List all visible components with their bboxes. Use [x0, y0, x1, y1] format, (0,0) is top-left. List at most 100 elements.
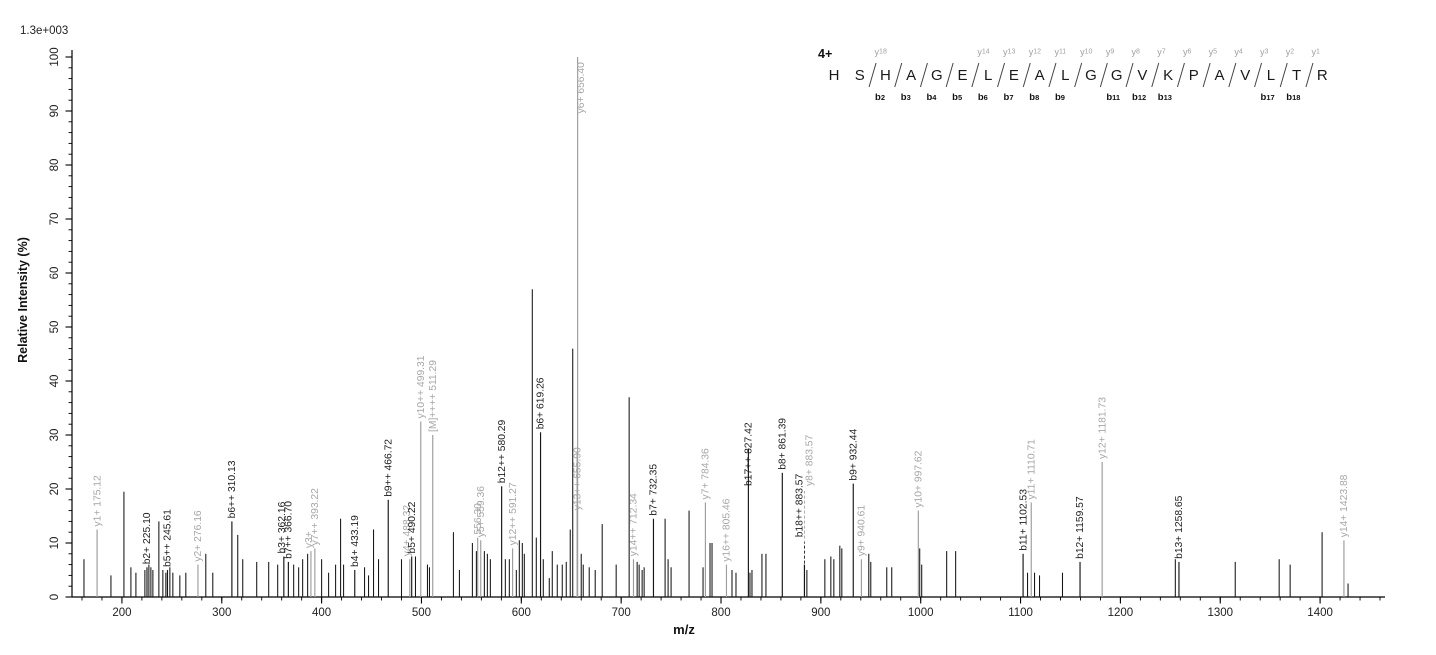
cleavage-mark	[1176, 62, 1185, 88]
residue: G	[931, 67, 943, 84]
peak-label: b18++ 883.57	[795, 473, 806, 537]
peak-label: y10+ 997.62	[914, 450, 925, 507]
x-tick-label: 1200	[1108, 607, 1134, 619]
peak-label: b9+ 932.44	[848, 429, 859, 481]
x-tick-label: 1300	[1207, 607, 1233, 619]
y-ion-label: y2	[1286, 47, 1295, 57]
b-ion-label: b8	[1029, 92, 1039, 103]
axes: 200 300 400 500 600 700 800 900 1000 1100 1200 1300…	[49, 47, 1385, 619]
intensity-scale-label: 1.3e+003	[20, 25, 68, 37]
b-ion-label: b6	[978, 92, 988, 103]
cleavage-mark	[868, 62, 877, 88]
b-ion-label: b5	[952, 92, 962, 103]
cleavage-mark	[1202, 62, 1211, 88]
peak-label: y4+ 488.32	[402, 505, 413, 557]
y-ion-label: y11	[1054, 47, 1066, 57]
y-ion-label: y9	[1106, 47, 1115, 57]
cleavage-mark	[1022, 62, 1031, 88]
residue: H	[880, 67, 891, 84]
residue: E	[957, 67, 967, 84]
x-tick-label: 600	[512, 607, 531, 619]
peak-label: y3+	[304, 531, 315, 548]
residue: K	[1163, 67, 1173, 84]
peak-label: b17++ 827.42	[744, 422, 755, 486]
peak-label: b12++ 580.29	[497, 419, 508, 483]
x-tick-label: 900	[811, 607, 830, 619]
precursor-charge-label: 4+	[818, 47, 832, 61]
peak-label: [M]++++ 511.29	[428, 360, 439, 432]
x-tick-label: 400	[312, 607, 331, 619]
x-axis-title: m/z	[673, 622, 695, 637]
peak-label: y13++ 655.90	[572, 447, 583, 510]
cleavage-mark	[1254, 62, 1263, 88]
cleavage-mark	[1228, 62, 1237, 88]
cleavage-mark	[919, 62, 928, 88]
peak-label: b13+ 1258.65	[1174, 495, 1185, 559]
peak-label: y16++ 805.46	[722, 498, 733, 561]
peak-label: y12+ 1181.73	[1097, 397, 1108, 459]
peak-label: b2+ 225.10	[142, 512, 153, 564]
peak-label: y11+ 1110.71	[1026, 439, 1037, 500]
cleavage-mark	[1074, 62, 1083, 88]
residue: S	[855, 67, 865, 84]
cleavage-mark	[1099, 62, 1108, 88]
peak-label: b4+ 433.19	[350, 515, 361, 567]
y-tick-label: 10	[49, 537, 61, 550]
b-ion-label: b2	[875, 92, 885, 103]
residue: V	[1240, 67, 1250, 84]
b-ion-label: b13	[1158, 92, 1172, 103]
peak-label: b6+ 619.26	[536, 377, 547, 429]
peak-label: b11+ 1102.53	[1018, 489, 1029, 551]
peak-label: b3+ 362.16	[277, 501, 288, 553]
y-ion-label: y10	[1080, 47, 1092, 57]
x-tick-label: 200	[112, 607, 131, 619]
peak-label: y7++ 393.22	[310, 488, 321, 546]
cleavage-mark	[1125, 62, 1134, 88]
residue: E	[1009, 67, 1019, 84]
peak-label: b6++ 310.13	[227, 460, 238, 518]
peak-label: y9+ 940.61	[857, 505, 868, 557]
peak-label: y6+ 656.40	[576, 62, 587, 114]
residue: G	[1085, 67, 1097, 84]
b-ion-label: b12	[1132, 92, 1146, 103]
peak-label: b8+ 861.39	[778, 418, 789, 470]
y-ion-label: y14	[977, 47, 989, 57]
b-ion-label: b17	[1261, 92, 1275, 103]
y-ion-label: y12	[1029, 47, 1041, 57]
residue: L	[984, 67, 992, 84]
b-ion-label: b11	[1106, 92, 1120, 103]
x-tick-label: 700	[612, 607, 631, 619]
x-tick-label: 300	[212, 607, 231, 619]
peak-label: y7+ 784.36	[701, 448, 712, 500]
cleavage-mark	[945, 62, 954, 88]
peak-label: y2+ 276.16	[193, 510, 204, 562]
y-tick-label: 80	[49, 159, 61, 172]
residue: A	[906, 67, 916, 84]
residue: G	[1111, 67, 1123, 84]
residue: H	[829, 67, 840, 84]
peak-label: b12+ 1159.57	[1075, 496, 1086, 559]
x-tick-label: 800	[711, 607, 730, 619]
peak-label: y1+ 175.12	[92, 475, 103, 527]
residue: L	[1267, 67, 1275, 84]
peak-label: y14++ 712.34	[629, 493, 640, 556]
peak-label: b9++ 466.72	[383, 439, 394, 497]
cleavage-mark	[1048, 62, 1057, 88]
x-tick-label: 1400	[1307, 607, 1333, 619]
residue: A	[1214, 67, 1224, 84]
peak-label: 556.30	[473, 503, 484, 535]
cleavage-mark	[1305, 62, 1314, 88]
residue: L	[1061, 67, 1069, 84]
peak-label: y5+ 559.36	[476, 486, 487, 538]
x-tick-label: 1000	[908, 607, 934, 619]
cleavage-mark	[997, 62, 1006, 88]
y-tick-label: 90	[49, 105, 61, 118]
residue: A	[1035, 67, 1045, 84]
y-ion-label: y3	[1260, 47, 1269, 57]
y-tick-label: 20	[49, 483, 61, 496]
residue: V	[1137, 67, 1147, 84]
residue: R	[1317, 67, 1328, 84]
y-tick-label: 30	[49, 429, 61, 442]
